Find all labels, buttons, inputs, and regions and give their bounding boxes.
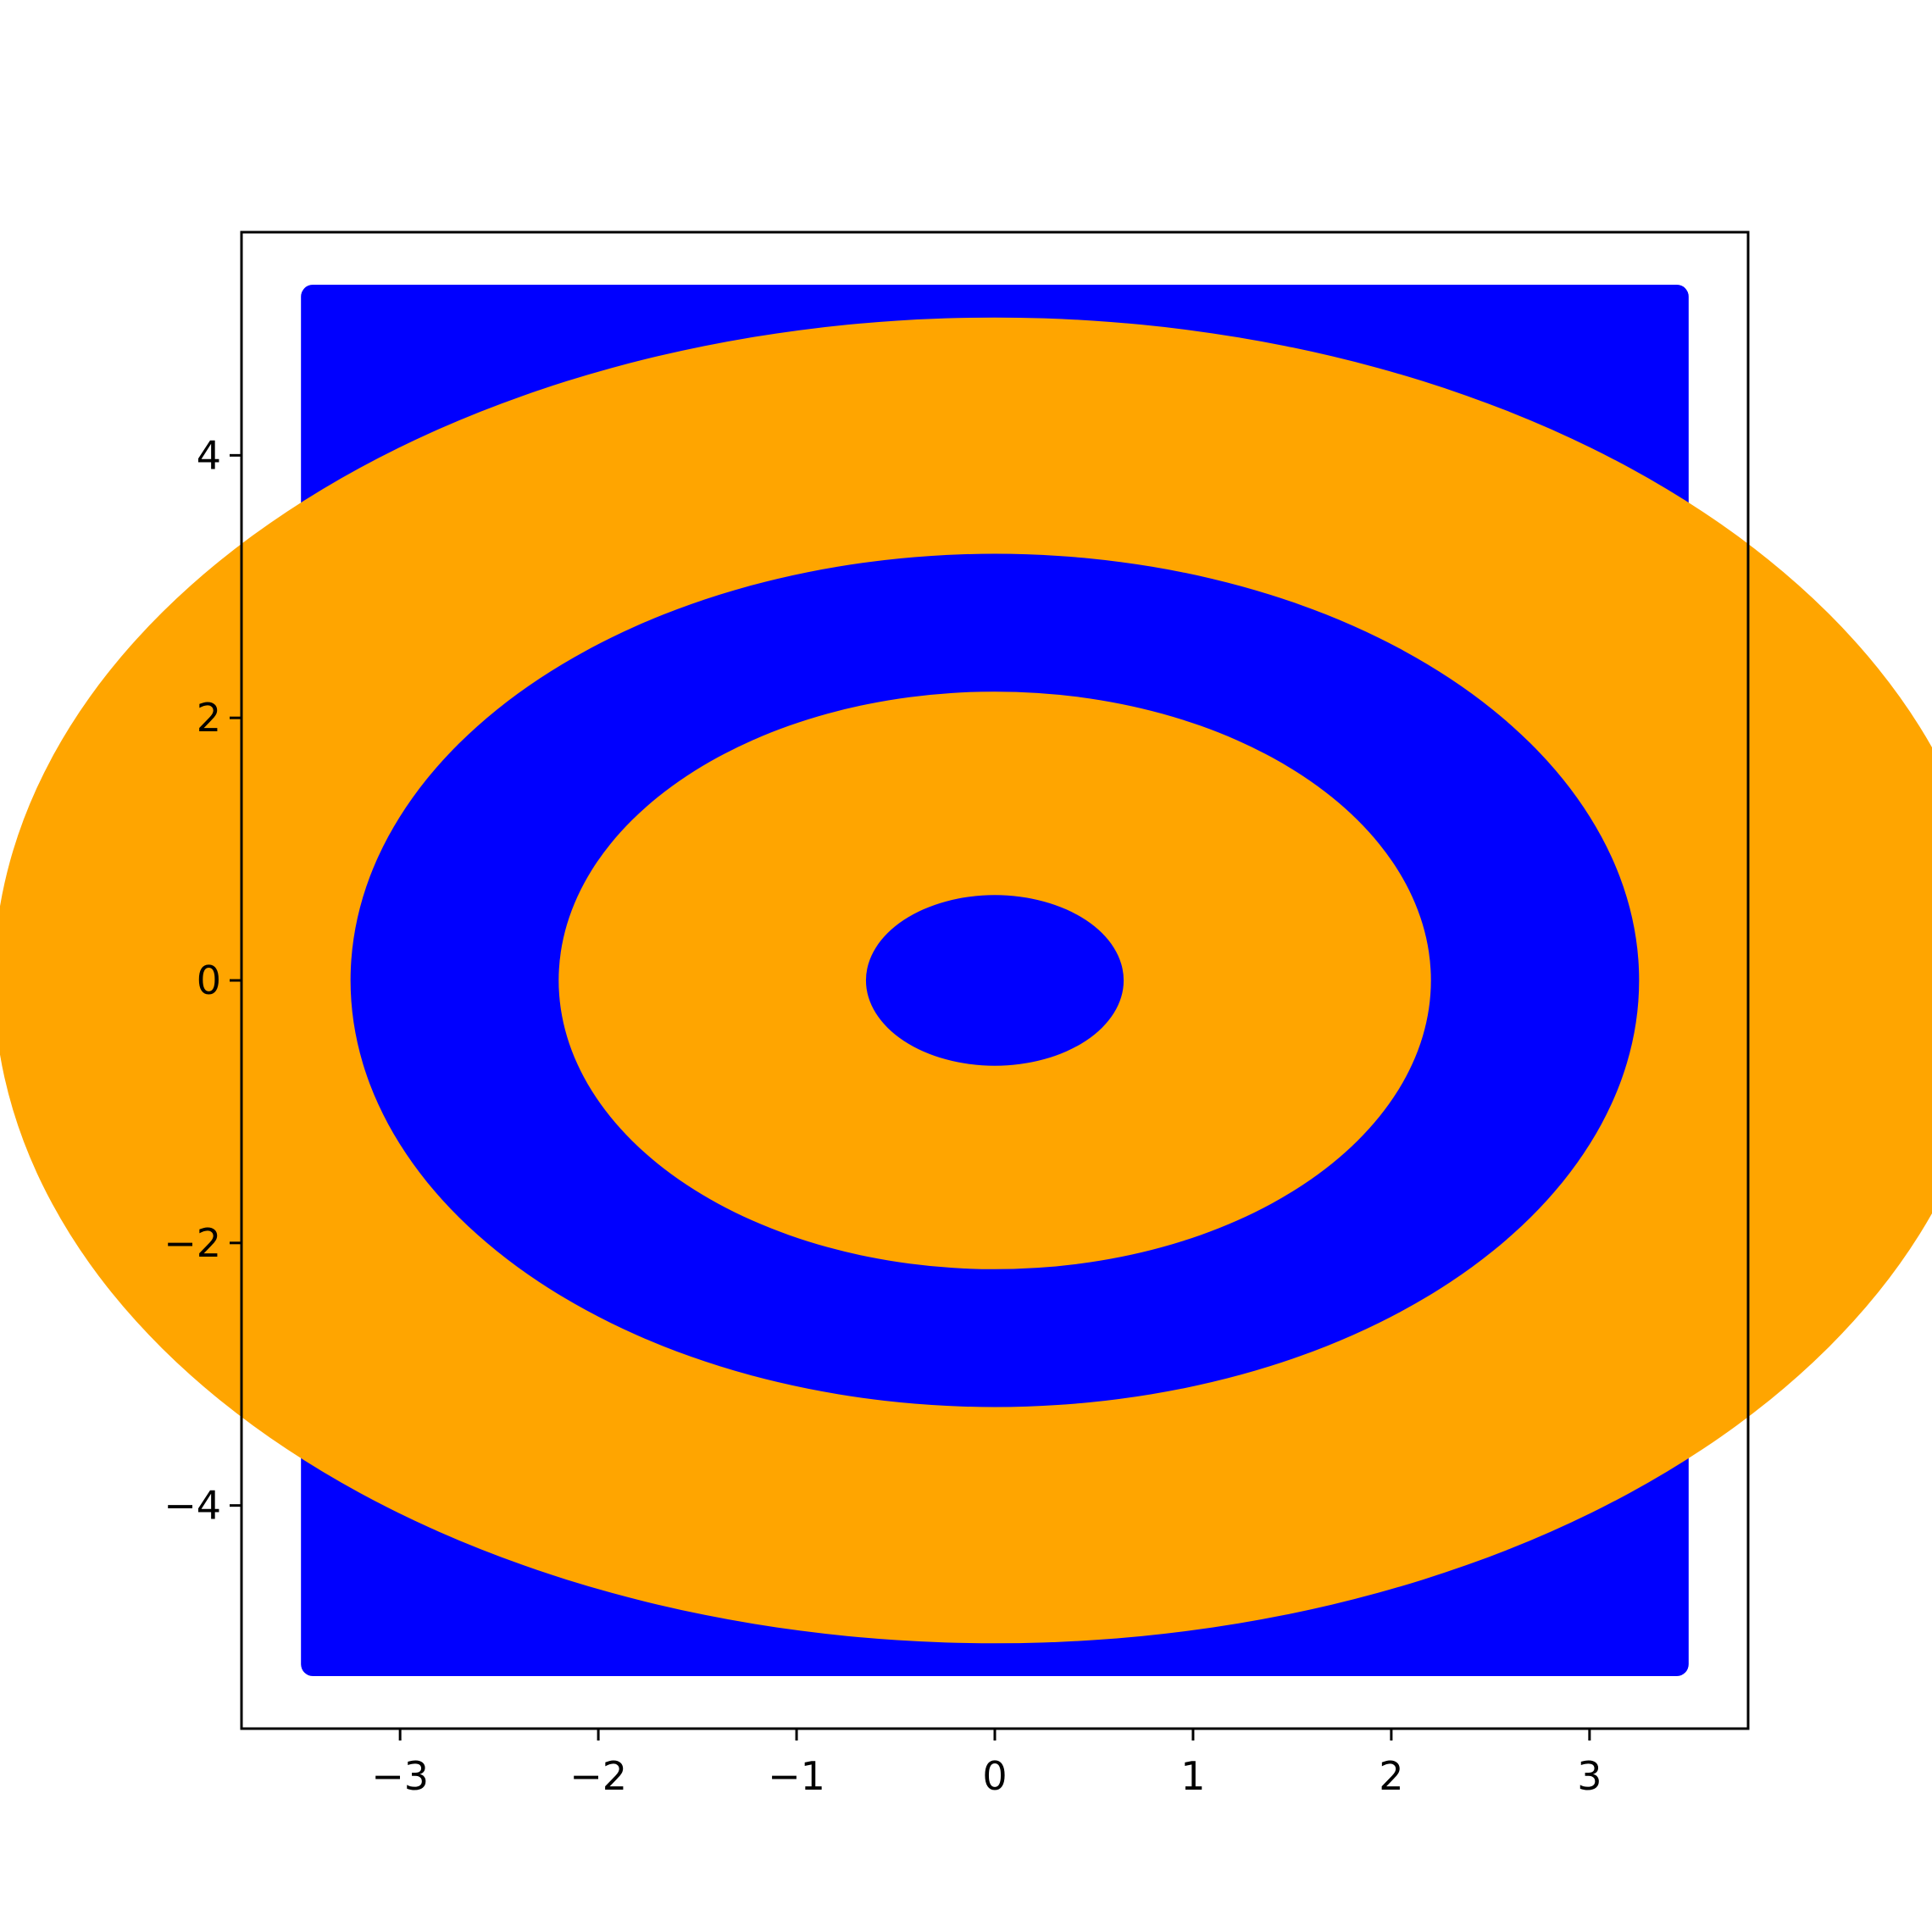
x-tick-label: −2 bbox=[569, 1753, 627, 1799]
x-tick-label: −3 bbox=[371, 1753, 429, 1799]
plot-area bbox=[0, 284, 1932, 1677]
x-tick-label: 1 bbox=[1180, 1753, 1205, 1799]
y-tick-label: −4 bbox=[164, 1483, 221, 1529]
scatter-inner-disc bbox=[865, 895, 1124, 1066]
x-tick-label: 3 bbox=[1577, 1753, 1602, 1799]
y-tick-label: 2 bbox=[197, 695, 221, 741]
x-tick-label: 0 bbox=[982, 1753, 1007, 1799]
y-tick-label: −2 bbox=[164, 1220, 221, 1266]
y-axis: −4 −2 0 2 4 bbox=[164, 432, 242, 1529]
x-axis: −3 −2 −1 0 1 2 3 bbox=[371, 1729, 1602, 1799]
y-tick-label: 0 bbox=[197, 958, 221, 1003]
x-tick-label: 2 bbox=[1379, 1753, 1403, 1799]
axes-frame bbox=[240, 230, 1750, 1730]
x-tick-label: −1 bbox=[768, 1753, 825, 1799]
y-tick-label: 4 bbox=[197, 432, 221, 478]
